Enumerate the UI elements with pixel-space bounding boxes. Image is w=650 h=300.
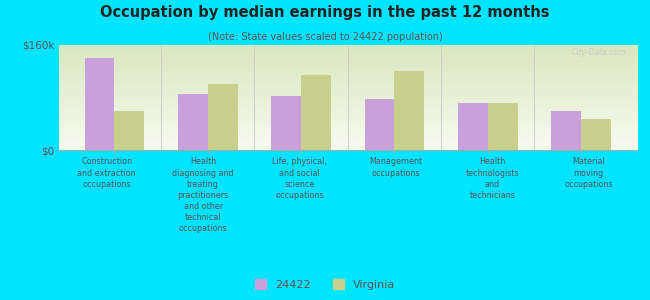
Bar — [551, 111, 581, 150]
Text: (Note: State values scaled to 24422 population): (Note: State values scaled to 24422 popu… — [207, 32, 443, 41]
Bar — [458, 103, 488, 150]
Text: Occupation by median earnings in the past 12 months: Occupation by median earnings in the pas… — [100, 4, 550, 20]
Bar — [395, 71, 424, 150]
Text: City-Data.com: City-Data.com — [571, 48, 625, 57]
Bar — [271, 95, 301, 150]
Bar — [178, 94, 208, 150]
Text: Management
occupations: Management occupations — [369, 158, 423, 178]
Text: Construction
and extraction
occupations: Construction and extraction occupations — [77, 158, 136, 189]
Bar — [581, 118, 611, 150]
Bar — [301, 74, 331, 150]
Bar — [114, 111, 144, 150]
Text: Health
technologists
and
technicians: Health technologists and technicians — [465, 158, 519, 200]
Text: Life, physical,
and social
science
occupations: Life, physical, and social science occup… — [272, 158, 327, 200]
Bar — [208, 84, 238, 150]
Bar — [488, 103, 517, 150]
Bar — [365, 99, 395, 150]
Text: Health
diagnosing and
treating
practitioners
and other
technical
occupations: Health diagnosing and treating practitio… — [172, 158, 234, 233]
Bar — [84, 58, 114, 150]
Legend: 24422, Virginia: 24422, Virginia — [250, 275, 400, 294]
Text: Material
moving
occupations: Material moving occupations — [564, 158, 613, 189]
